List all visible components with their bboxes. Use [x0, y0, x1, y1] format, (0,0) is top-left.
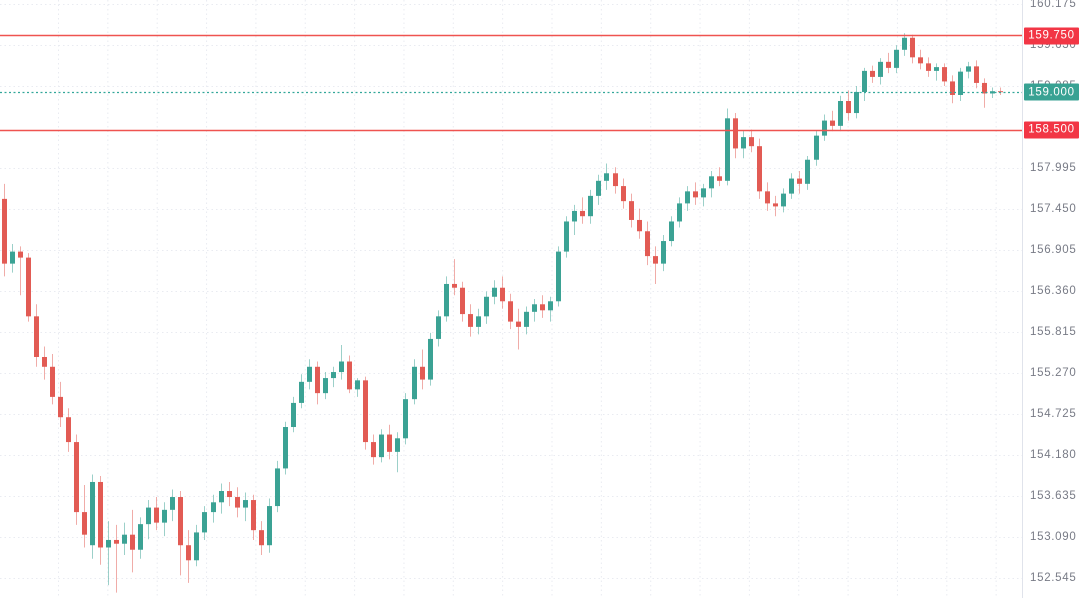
price-tick-label: 155.815 — [1030, 325, 1077, 338]
price-tick-label: 156.905 — [1030, 243, 1077, 256]
price-level-lines[interactable] — [0, 34, 1022, 132]
price-tick-label: 155.270 — [1030, 366, 1077, 379]
price-tick-label: 152.545 — [1030, 572, 1077, 584]
support-price-label[interactable]: 158.500 — [1024, 121, 1079, 139]
resistance-price-label[interactable]: 159.750 — [1024, 27, 1079, 44]
price-tick-label: 153.090 — [1030, 530, 1077, 543]
price-tick-label: 153.635 — [1030, 489, 1077, 502]
price-tick-label: 157.995 — [1030, 161, 1077, 174]
price-tick-label: 154.725 — [1030, 407, 1077, 420]
price-tick-label: 154.180 — [1030, 448, 1077, 461]
current-price-label[interactable]: 159.000 — [1024, 83, 1079, 101]
price-tick-label: 160.175 — [1030, 0, 1077, 10]
candles — [2, 33, 1003, 593]
price-axis[interactable]: 160.175159.630159.085157.995157.450156.9… — [1022, 0, 1080, 598]
chart-plot-area[interactable] — [0, 0, 1022, 598]
price-tick-label: 157.450 — [1030, 202, 1077, 215]
price-tick-label: 156.360 — [1030, 284, 1077, 297]
